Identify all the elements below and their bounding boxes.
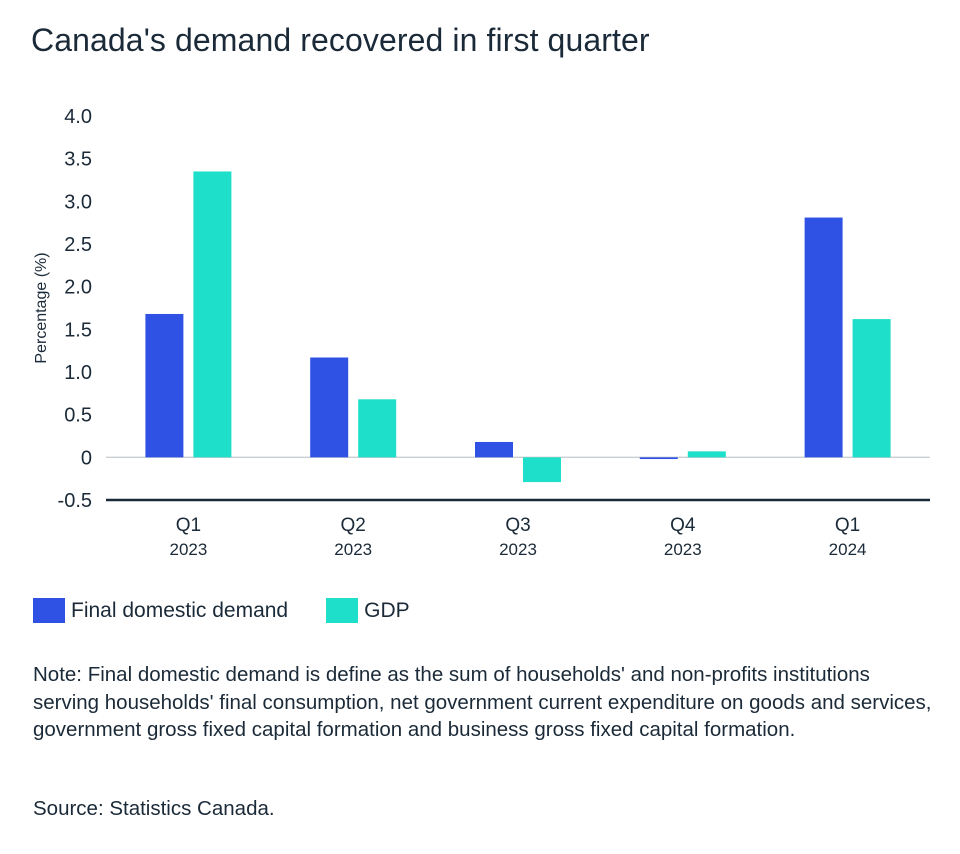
x-tick-year-label: 2024 <box>829 540 867 559</box>
x-tick-year-label: 2023 <box>499 540 537 559</box>
y-tick-label: 1.0 <box>64 362 92 384</box>
bar-gdp-q4-2023 <box>687 451 726 458</box>
bar-final-domestic-demand-q4-2023 <box>639 457 678 460</box>
bar-chart: 4.0 3.5 3.0 2.5 2.0 1.5 1.0 0.5 0 -0.5 Percentage… <box>33 106 930 559</box>
y-tick-label: 4.0 <box>64 106 92 128</box>
y-tick-label: -0.5 <box>58 490 92 512</box>
y-axis-ticks: 4.0 3.5 3.0 2.5 2.0 1.5 1.0 0.5 0 -0.5 <box>58 106 92 512</box>
y-tick-label: 2.0 <box>64 277 92 299</box>
legend-swatch-gdp <box>326 598 359 623</box>
y-axis-label: Percentage (%) <box>33 252 50 363</box>
bar-final-domestic-demand-q1-2024 <box>804 217 843 458</box>
x-tick-year-label: 2023 <box>169 540 207 559</box>
y-tick-label: 2.5 <box>64 234 92 256</box>
legend-swatch-final-domestic-demand <box>33 598 65 623</box>
chart-source: Source: Statistics Canada. <box>33 797 275 820</box>
legend-item-gdp: GDP <box>326 598 410 623</box>
x-tick-label: Q2 <box>341 515 366 536</box>
x-tick-label: Q3 <box>505 515 530 536</box>
bars <box>145 171 891 483</box>
x-tick-year-label: 2023 <box>334 540 372 559</box>
bar-final-domestic-demand-q2-2023 <box>310 357 349 458</box>
legend-label-final-domestic-demand: Final domestic demand <box>71 598 289 622</box>
bar-gdp-q1-2024 <box>852 319 891 458</box>
legend-label-gdp: GDP <box>364 598 410 622</box>
bar-gdp-q3-2023 <box>523 457 561 483</box>
bar-final-domestic-demand-q3-2023 <box>475 441 513 458</box>
chart-title: Canada's demand recovered in first quart… <box>31 22 650 58</box>
y-tick-label: 3.5 <box>64 149 92 171</box>
x-tick-year-label: 2023 <box>664 540 702 559</box>
y-tick-label: 0 <box>81 447 92 469</box>
x-axis-labels: Q1 2023 Q2 2023 Q3 2023 Q4 2023 Q1 2024 <box>169 515 866 559</box>
x-tick-label: Q1 <box>835 515 860 536</box>
legend-item-final-domestic-demand: Final domestic demand <box>33 598 288 623</box>
chart-note: Note: Final domestic demand is define as… <box>33 663 932 741</box>
y-tick-label: 3.0 <box>64 191 92 213</box>
bar-gdp-q1-2023 <box>193 171 232 458</box>
bar-final-domestic-demand-q1-2023 <box>145 313 184 458</box>
x-tick-label: Q4 <box>670 515 696 536</box>
y-tick-label: 0.5 <box>64 405 92 427</box>
x-tick-label: Q1 <box>176 515 201 536</box>
legend: Final domestic demand GDP <box>33 598 448 623</box>
bar-gdp-q2-2023 <box>358 399 397 458</box>
y-tick-label: 1.5 <box>64 319 92 341</box>
